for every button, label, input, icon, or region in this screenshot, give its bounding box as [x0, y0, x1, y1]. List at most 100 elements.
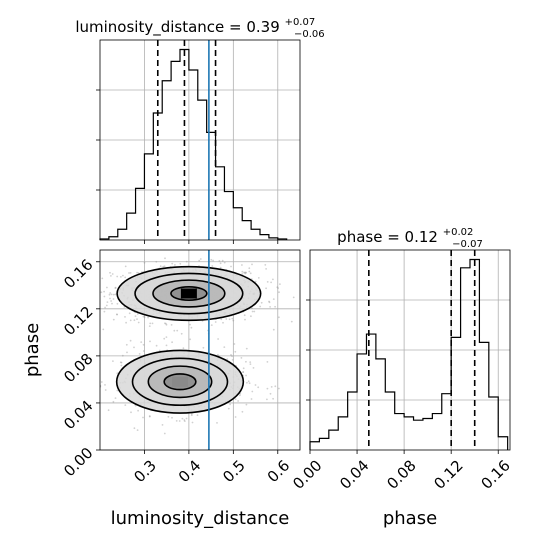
- bl-point-1362: [247, 380, 250, 383]
- bl-ticks: [96, 261, 279, 454]
- bl-point-115: [128, 312, 131, 315]
- bl-point-525: [220, 318, 223, 321]
- bl-point-184: [149, 322, 152, 325]
- bl-point-55: [244, 271, 247, 274]
- bl-point-53: [110, 275, 112, 277]
- bl-point-1165: [185, 417, 188, 420]
- bl-point-1096: [107, 409, 110, 412]
- bl-point-1130: [136, 429, 139, 431]
- bl-point-720: [133, 319, 136, 322]
- bl-point-872: [109, 271, 111, 274]
- contour-panel: 0.3 0.4 0.5 0.6 0.00 0.04 0.08 0.12 0.16 lumino…: [22, 246, 301, 529]
- bl-point-72: [164, 257, 166, 260]
- bl-point-1086: [266, 398, 268, 401]
- bl-point-528: [100, 291, 103, 294]
- br-histogram-line: [309, 258, 509, 450]
- bl-point-413: [241, 270, 244, 273]
- bl-point-561: [210, 324, 213, 326]
- bl-point-196: [290, 320, 293, 323]
- bl-point-839: [106, 286, 108, 289]
- bl-contour-mode0-level1: [134, 272, 244, 315]
- bl-ytick-label-1: 0.04: [60, 397, 96, 433]
- bl-point-706: [278, 291, 280, 294]
- bl-point-1545: [114, 397, 117, 399]
- bl-point-5: [110, 300, 112, 302]
- bl-point-919: [103, 310, 106, 313]
- bl-xtick-label-3: 0.6: [264, 456, 294, 486]
- bl-point-319: [136, 318, 138, 320]
- bl-point-122: [101, 277, 104, 280]
- bl-point-880: [219, 266, 222, 269]
- luminosity-distance-histogram-panel: luminosity_distance = 0.39 +0.07 −0.06: [75, 17, 325, 244]
- bl-contour-mode1-level2: [147, 365, 213, 399]
- bl-y-tick-labels: 0.00 0.04 0.08 0.12 0.16: [60, 256, 96, 481]
- bl-point-796: [272, 278, 274, 281]
- bl-point-1560: [182, 347, 185, 350]
- bl-ytick-label-0: 0.00: [60, 444, 96, 480]
- bl-point-598: [109, 297, 111, 300]
- bl-point-565: [276, 286, 279, 289]
- bl-point-1144: [142, 416, 144, 419]
- bl-point-970: [250, 398, 253, 400]
- bl-point-221: [250, 315, 252, 318]
- bl-point-262: [149, 340, 151, 343]
- bl-contour-mode0-level0: [116, 265, 262, 322]
- bl-point-357: [110, 293, 113, 296]
- bl-point-759: [265, 287, 267, 290]
- bl-point-490: [210, 258, 213, 261]
- bl-point-718: [89, 277, 91, 279]
- bl-point-296: [163, 265, 166, 268]
- bl-contour-mode0-level3: [170, 286, 208, 302]
- bl-point-875: [162, 265, 165, 268]
- bl-point-468: [230, 265, 232, 268]
- bl-point-924: [251, 310, 254, 313]
- bl-point-989: [183, 420, 186, 422]
- bl-point-536: [155, 260, 158, 263]
- bl-point-1039: [104, 389, 107, 391]
- bl-point-1372: [231, 355, 233, 357]
- bl-point-314: [272, 328, 275, 331]
- bl-point-828: [241, 273, 244, 275]
- bl-point-930: [165, 323, 168, 326]
- bl-point-1092: [120, 364, 123, 367]
- bl-point-761: [248, 267, 251, 270]
- bl-point-1255: [234, 398, 237, 401]
- bl-point-367: [172, 246, 174, 248]
- bl-density-core-mode0: [180, 288, 197, 299]
- bl-point-106: [116, 313, 118, 316]
- bl-point-1275: [91, 391, 93, 393]
- bl-point-669: [142, 315, 145, 318]
- bl-point-1281: [233, 343, 236, 345]
- bl-point-1186: [245, 374, 248, 377]
- bl-point-957: [114, 286, 117, 289]
- bl-contour-mode1-level1: [131, 357, 229, 407]
- bl-point-1587: [248, 382, 251, 385]
- br-x-tick-labels: 0.00 0.04 0.08 0.12 0.16: [289, 456, 514, 492]
- bl-point-285: [173, 329, 176, 332]
- bl-point-1520: [272, 397, 274, 400]
- bl-point-712: [270, 281, 272, 284]
- bl-point-1259: [165, 336, 168, 338]
- bl-point-782: [228, 318, 231, 321]
- bl-point-591: [109, 292, 112, 294]
- br-ticks: [306, 299, 499, 454]
- bl-point-1599: [124, 404, 127, 406]
- bl-point-1399: [138, 353, 141, 355]
- bl-point-887: [274, 305, 276, 308]
- bl-point-1391: [252, 367, 255, 369]
- phase-title: phase = 0.12 +0.02 −0.07: [337, 221, 483, 250]
- bl-point-480: [225, 318, 228, 320]
- bl-point-1076: [239, 394, 241, 397]
- bl-point-359: [108, 293, 111, 296]
- bl-point-263: [129, 272, 132, 274]
- bl-point-159: [105, 304, 108, 307]
- bl-point-1222: [257, 386, 260, 389]
- bl-point-1080: [196, 414, 199, 417]
- bl-point-415: [171, 262, 174, 265]
- bl-point-692: [106, 301, 109, 303]
- bl-point-1503: [274, 385, 277, 388]
- bl-xtick-label-1: 0.4: [175, 456, 205, 486]
- bl-point-1077: [54, 378, 56, 380]
- bl-point-922: [251, 263, 253, 266]
- bl-point-603: [124, 276, 127, 279]
